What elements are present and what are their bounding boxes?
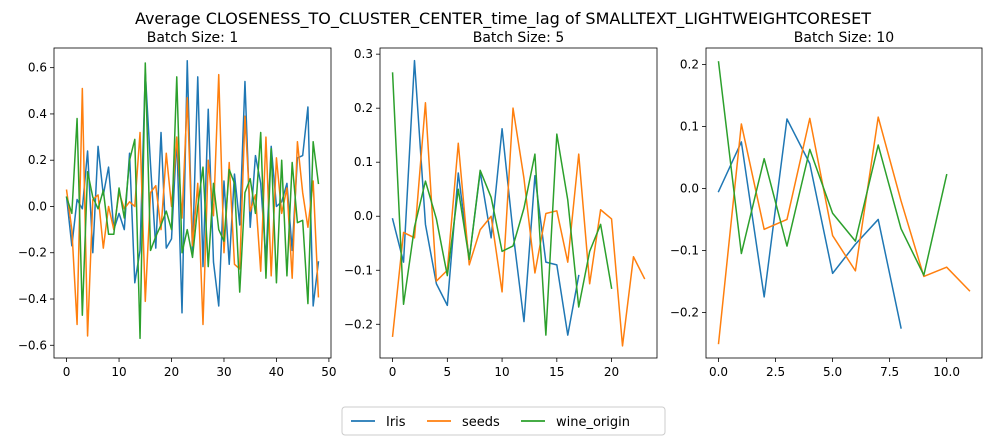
y-tick-label: 0.0 bbox=[354, 209, 373, 223]
axes-frame bbox=[53, 47, 332, 359]
series-line-wine-origin bbox=[717, 61, 948, 276]
y-tick-label: −0.2 bbox=[344, 317, 373, 331]
legend-label: seeds bbox=[462, 415, 500, 430]
series-line-Iris bbox=[717, 118, 902, 329]
x-tick-label: 50 bbox=[321, 365, 336, 379]
series-lines bbox=[391, 59, 646, 347]
figure-suptitle: Average CLOSENESS_TO_CLUSTER_CENTER_time… bbox=[135, 9, 871, 29]
legend-box bbox=[341, 406, 666, 436]
y-tick-label: 0.0 bbox=[28, 199, 47, 213]
legend-entry-wine-origin: wine_origin bbox=[521, 415, 630, 430]
y-tick-label: 0.4 bbox=[28, 107, 47, 121]
y-tick-label: −0.1 bbox=[670, 243, 699, 257]
y-tick-label: 0.2 bbox=[680, 57, 699, 71]
subplots: Batch Size: 10 10 20 30 40 50−0.6−0.4−0.20.00… bbox=[18, 30, 983, 379]
series-line-seeds bbox=[717, 116, 971, 345]
y-tick-label: 0.1 bbox=[680, 119, 699, 133]
x-tick-label: 2.5 bbox=[766, 365, 785, 379]
x-tick-label: 7.5 bbox=[880, 365, 899, 379]
subplot-3: Batch Size: 10 0.0 2.5 5.0 7.5 10.0 −0.2 −0.1 0.… bbox=[670, 30, 983, 379]
x-tick-label: 0.0 bbox=[709, 365, 728, 379]
series-lines bbox=[717, 61, 971, 345]
y-tick-label: −0.2 bbox=[18, 246, 47, 260]
x-tick-label: 5.0 bbox=[823, 365, 842, 379]
y-tick-label: −0.6 bbox=[18, 338, 47, 352]
x-tick-label: 10 bbox=[494, 365, 509, 379]
x-tick-label: 10 bbox=[111, 365, 126, 379]
subplot-title: Batch Size: 10 bbox=[794, 30, 894, 46]
y-tick-label: −0.2 bbox=[670, 305, 699, 319]
legend: Iris seeds wine_origin bbox=[341, 406, 666, 436]
y-tick-label: −0.1 bbox=[344, 263, 373, 277]
series-line-seeds bbox=[65, 73, 320, 337]
series-line-Iris bbox=[391, 59, 580, 336]
series-line-seeds bbox=[391, 102, 646, 347]
x-tick-label: 20 bbox=[164, 365, 179, 379]
subplot-1: Batch Size: 1 0 10 20 30 40 50 −0.6 −0.4 −0.2 0.0 0… bbox=[18, 30, 337, 379]
x-tick-label: 10.0 bbox=[933, 365, 960, 379]
x-tick-label: 30 bbox=[216, 365, 231, 379]
x-tick-label: 5 bbox=[444, 365, 452, 379]
y-tick-label: 0.2 bbox=[28, 153, 47, 167]
series-line-wine-origin bbox=[65, 62, 320, 340]
x-tick-label: 20 bbox=[604, 365, 619, 379]
legend-label: wine_origin bbox=[556, 415, 630, 430]
x-tick-label: 40 bbox=[269, 365, 284, 379]
legend-entry-Iris: Iris bbox=[351, 415, 406, 430]
x-tick-label: 0 bbox=[389, 365, 397, 379]
legend-entry-seeds: seeds bbox=[427, 415, 500, 430]
y-tick-label: 0.1 bbox=[354, 155, 373, 169]
x-tick-label: 0 bbox=[63, 365, 71, 379]
y-tick-label: 0.3 bbox=[354, 47, 373, 61]
legend-label: Iris bbox=[386, 415, 406, 430]
subplot-title: Batch Size: 1 bbox=[147, 30, 239, 46]
axes-frame bbox=[379, 47, 658, 359]
y-tick-label: 0.6 bbox=[28, 61, 47, 75]
series-line-wine-origin bbox=[391, 72, 613, 336]
x-tick-label: 15 bbox=[549, 365, 564, 379]
subplot-title: Batch Size: 5 bbox=[473, 30, 565, 46]
series-lines bbox=[65, 59, 320, 340]
y-tick-label: 0.0 bbox=[680, 181, 699, 195]
subplot-2: Batch Size: 5 0 5 10 15 20 −0.2 −0.1 0.0 0.1 0.2 0.… bbox=[344, 30, 658, 379]
y-tick-label: −0.4 bbox=[18, 292, 47, 306]
axes-frame bbox=[705, 47, 983, 359]
y-tick-label: 0.2 bbox=[354, 101, 373, 115]
